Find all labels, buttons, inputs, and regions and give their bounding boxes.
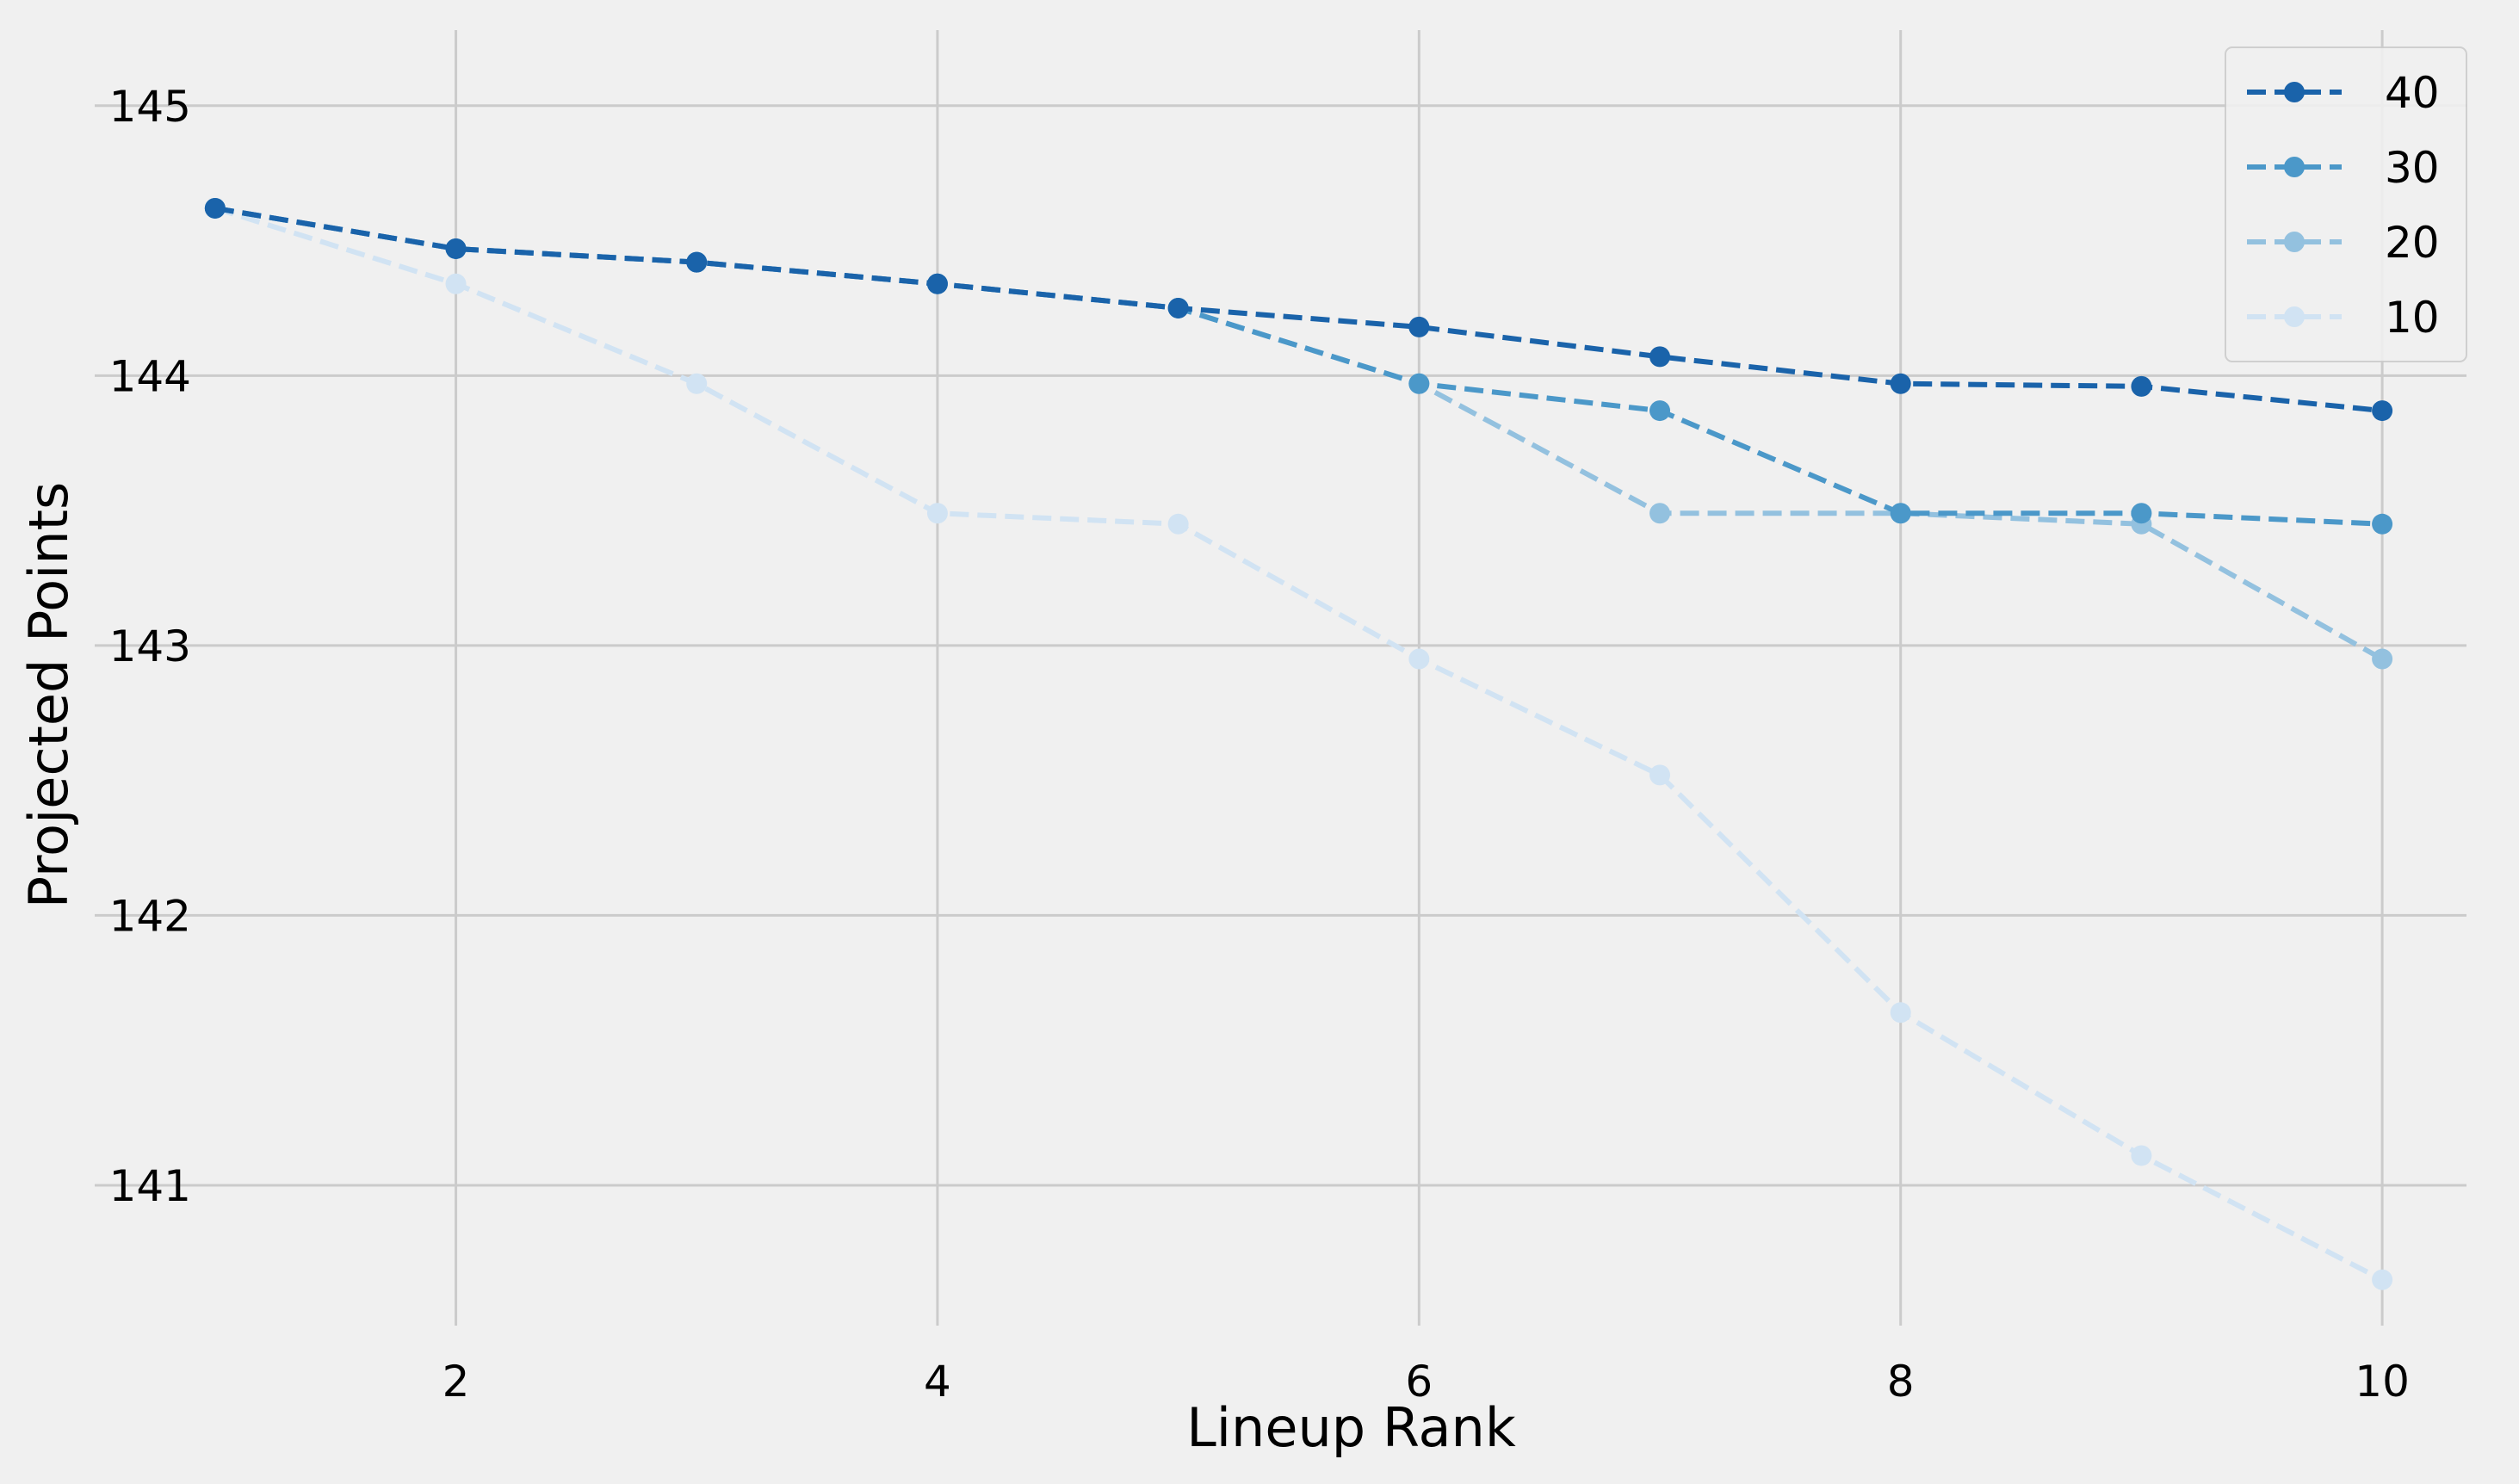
x-tick-label: 6 [1405, 1357, 1433, 1407]
y-tick-label: 143 [109, 621, 191, 671]
data-point [1649, 764, 1671, 786]
y-tick-label: 144 [109, 351, 191, 401]
legend-label: 40 [2385, 68, 2440, 118]
legend-marker [2284, 157, 2305, 177]
data-point [445, 238, 467, 259]
legend-marker [2284, 82, 2305, 102]
x-tick-label: 10 [2355, 1357, 2410, 1407]
data-point [926, 503, 948, 524]
data-point [926, 273, 948, 294]
legend-box [2225, 46, 2467, 362]
y-tick-label: 142 [109, 891, 191, 941]
grid-lines [95, 30, 2466, 1326]
series-40 [204, 197, 2393, 422]
data-point [2131, 503, 2152, 524]
legend-marker [2284, 232, 2305, 252]
legend-item: 20 [2247, 218, 2440, 268]
data-point [204, 197, 226, 219]
legend-label: 30 [2385, 143, 2440, 193]
data-point [1649, 346, 1671, 368]
data-point [2372, 400, 2393, 422]
data-point [445, 273, 467, 294]
data-point [1408, 648, 1430, 670]
data-point [686, 373, 708, 394]
data-point [1167, 297, 1189, 318]
data-point [2372, 648, 2393, 670]
data-point [2131, 375, 2152, 397]
legend-marker [2284, 306, 2305, 327]
data-point [1890, 503, 1911, 524]
series-line [214, 206, 2384, 1283]
data-point [1408, 373, 1430, 394]
y-tick-labels: 141 142 143 144 145 [109, 82, 191, 1211]
y-axis-label: Projected Points [17, 482, 80, 909]
x-tick-label: 8 [1887, 1357, 1915, 1407]
x-axis-label: Lineup Rank [1186, 1396, 1516, 1459]
data-point [1890, 373, 1911, 394]
legend-label: 20 [2385, 218, 2440, 268]
series-layer [204, 197, 2393, 1290]
data-point [1167, 513, 1189, 535]
y-tick-label: 141 [109, 1161, 191, 1211]
data-point [2372, 513, 2393, 535]
data-point [1890, 1002, 1911, 1023]
legend: 40 30 20 10 [2225, 46, 2467, 362]
x-tick-label: 4 [924, 1357, 951, 1407]
x-tick-label: 2 [443, 1357, 470, 1407]
legend-item: 10 [2247, 293, 2440, 343]
legend-item: 30 [2247, 143, 2440, 193]
data-point [2131, 1145, 2152, 1166]
series-line [214, 205, 2383, 414]
legend-item: 40 [2247, 68, 2440, 118]
data-point [686, 251, 708, 273]
legend-label: 10 [2385, 293, 2440, 343]
data-point [1408, 316, 1430, 337]
data-point [1649, 503, 1671, 524]
data-point [2372, 1269, 2393, 1290]
y-tick-label: 145 [109, 82, 191, 132]
data-point [1649, 400, 1671, 422]
x-tick-labels: 2 4 6 8 10 [443, 1357, 2410, 1407]
